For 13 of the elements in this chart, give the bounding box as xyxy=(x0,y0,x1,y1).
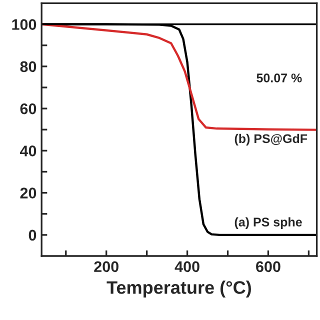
y-tick-label: 40 xyxy=(20,146,36,156)
y-tick-label: 80 xyxy=(20,61,36,72)
y-tick-label: 20 xyxy=(20,188,36,198)
annotation: 50.07 % xyxy=(256,74,302,82)
y-tick-label: 100 xyxy=(12,19,36,30)
y-tick-label: 0 xyxy=(28,230,36,241)
x-tick-label: 400 xyxy=(174,261,200,272)
x-axis-title: Temperature (°C) xyxy=(106,280,251,298)
x-tick-label: 600 xyxy=(256,261,280,272)
y-tick-label: 60 xyxy=(20,103,36,114)
annotation: (a) PS sphe xyxy=(234,217,302,229)
annotation: (b) PS@GdF xyxy=(234,134,308,146)
x-tick-label: 200 xyxy=(94,261,118,272)
